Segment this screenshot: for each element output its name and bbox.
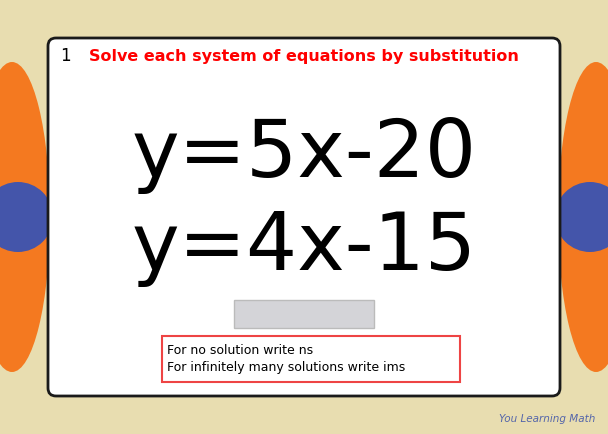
Text: y=5x-20: y=5x-20 [131, 116, 477, 194]
FancyBboxPatch shape [162, 336, 460, 382]
FancyBboxPatch shape [234, 300, 374, 328]
Text: 1: 1 [60, 47, 71, 65]
Circle shape [555, 182, 608, 252]
Ellipse shape [0, 62, 50, 372]
FancyBboxPatch shape [48, 38, 560, 396]
Circle shape [0, 182, 53, 252]
Text: You Learning Math: You Learning Math [499, 414, 595, 424]
Text: y=4x-15: y=4x-15 [131, 209, 477, 287]
Text: For no solution write ns: For no solution write ns [167, 344, 313, 357]
Text: Solve each system of equations by substitution: Solve each system of equations by substi… [89, 49, 519, 63]
Text: For infinitely many solutions write ims: For infinitely many solutions write ims [167, 361, 406, 374]
Ellipse shape [558, 62, 608, 372]
